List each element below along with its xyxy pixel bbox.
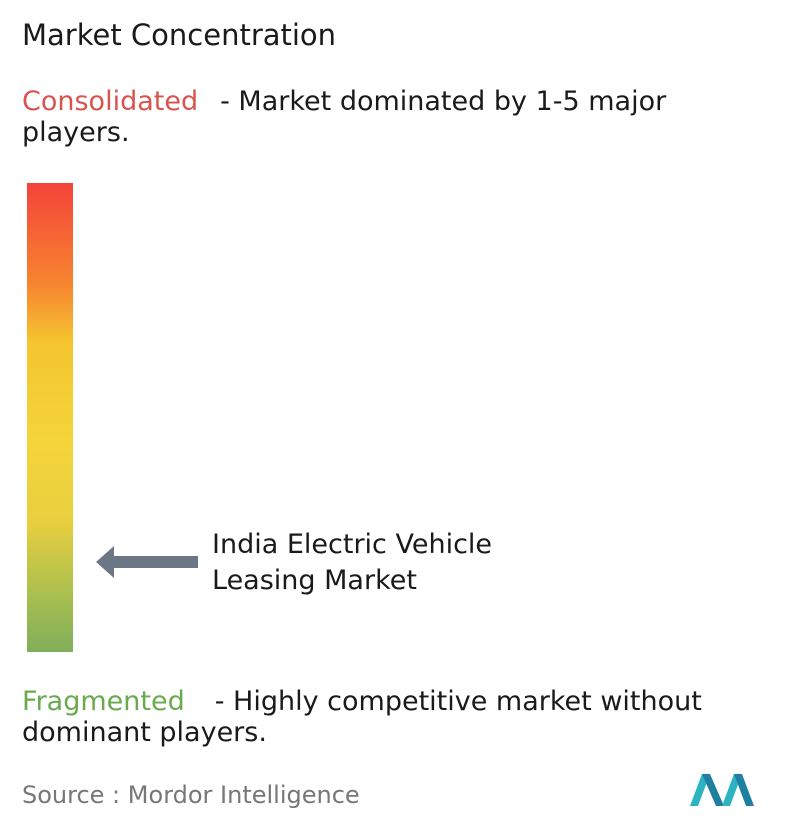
- fragmented-row: Fragmented - Highly competitive market wi…: [22, 686, 794, 748]
- consolidated-label: Consolidated: [22, 86, 199, 117]
- source: Source : Mordor Intelligence: [22, 781, 360, 809]
- logo-shape: [702, 774, 724, 806]
- arrow: [96, 546, 198, 578]
- logo-shape: [690, 774, 710, 806]
- consolidated-row: Consolidated - Market dominated by 1-5 ma…: [22, 86, 762, 148]
- market-label: India Electric Vehicle Leasing Market: [212, 529, 493, 596]
- title: Market Concentration: [22, 18, 337, 52]
- arrow-shape: [96, 546, 198, 578]
- fragmented-label: Fragmented: [22, 686, 185, 717]
- logo: [690, 774, 754, 806]
- source-name: Mordor Intelligence: [127, 781, 360, 809]
- concentration-gradient-bar: [27, 183, 73, 652]
- logo-shape: [734, 774, 754, 806]
- fragmented-description: - Highly competitive market without domi…: [22, 686, 702, 748]
- consolidated-description: - Market dominated by 1-5 major players.: [22, 86, 667, 148]
- source-label: Source :: [22, 781, 121, 809]
